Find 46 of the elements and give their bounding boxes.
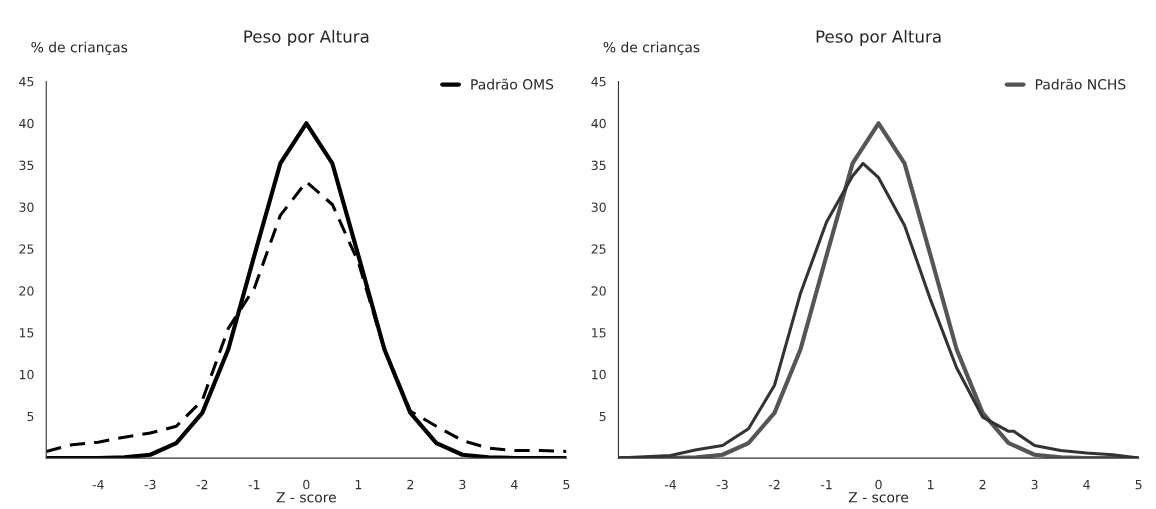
x-tick-label: 5 (1135, 480, 1142, 490)
y-tick-label: 5 (599, 411, 606, 422)
y-tick-label: 15 (592, 328, 606, 338)
chart-title: Peso por Altura (816, 29, 941, 47)
y-tick-label: 5 (27, 411, 34, 422)
y-tick-label: 10 (19, 369, 34, 380)
y-tick-label: 10 (592, 369, 606, 380)
y-tick-label: 25 (591, 244, 606, 254)
x-tick-label: 0 (303, 479, 310, 490)
x-tick-label: 3 (1031, 479, 1038, 490)
x-tick-label: 0 (875, 479, 882, 490)
y-tick-label: 35 (19, 160, 34, 171)
x-tick-label: 4 (511, 480, 518, 490)
x-axis-title: Z - score (276, 492, 336, 503)
x-tick-label: -4 (92, 480, 104, 490)
x-tick-label: -3 (144, 479, 156, 490)
y-tick-label: 30 (591, 202, 606, 212)
y-tick-label: 20 (19, 286, 34, 296)
y-axis-title: % de crianças (31, 41, 128, 55)
y-tick-label: 20 (591, 286, 606, 296)
y-tick-label: 45 (19, 77, 34, 87)
y-tick-label: 25 (19, 244, 34, 254)
y-tick-label: 35 (591, 160, 606, 171)
x-tick-label: 2 (979, 479, 986, 490)
x-tick-label: -2 (196, 479, 208, 490)
x-tick-label: 5 (563, 480, 570, 490)
x-tick-label: -1 (820, 480, 832, 490)
x-tick-label: 1 (355, 480, 362, 490)
x-tick-label: -3 (716, 479, 728, 490)
x-axis-title: Z - score (848, 492, 909, 503)
x-tick-label: -4 (664, 480, 677, 490)
y-tick-label: 40 (19, 118, 34, 129)
x-tick-label: 2 (407, 479, 414, 490)
y-tick-label: 15 (19, 328, 34, 338)
y-axis-title: % de crianças (603, 41, 700, 55)
y-tick-label: 40 (591, 118, 606, 129)
x-tick-label: -2 (768, 479, 780, 490)
legend-label: Padrão OMS (471, 78, 554, 90)
y-tick-label: 30 (19, 202, 34, 212)
y-tick-label: 45 (591, 77, 606, 87)
x-tick-label: -1 (248, 480, 260, 490)
x-tick-label: 4 (1083, 480, 1090, 490)
x-tick-label: 3 (459, 479, 466, 490)
chart-title: Peso por Altura (244, 29, 369, 47)
x-tick-label: 1 (927, 480, 934, 490)
legend-label: Padrão NCHS (1035, 78, 1126, 90)
